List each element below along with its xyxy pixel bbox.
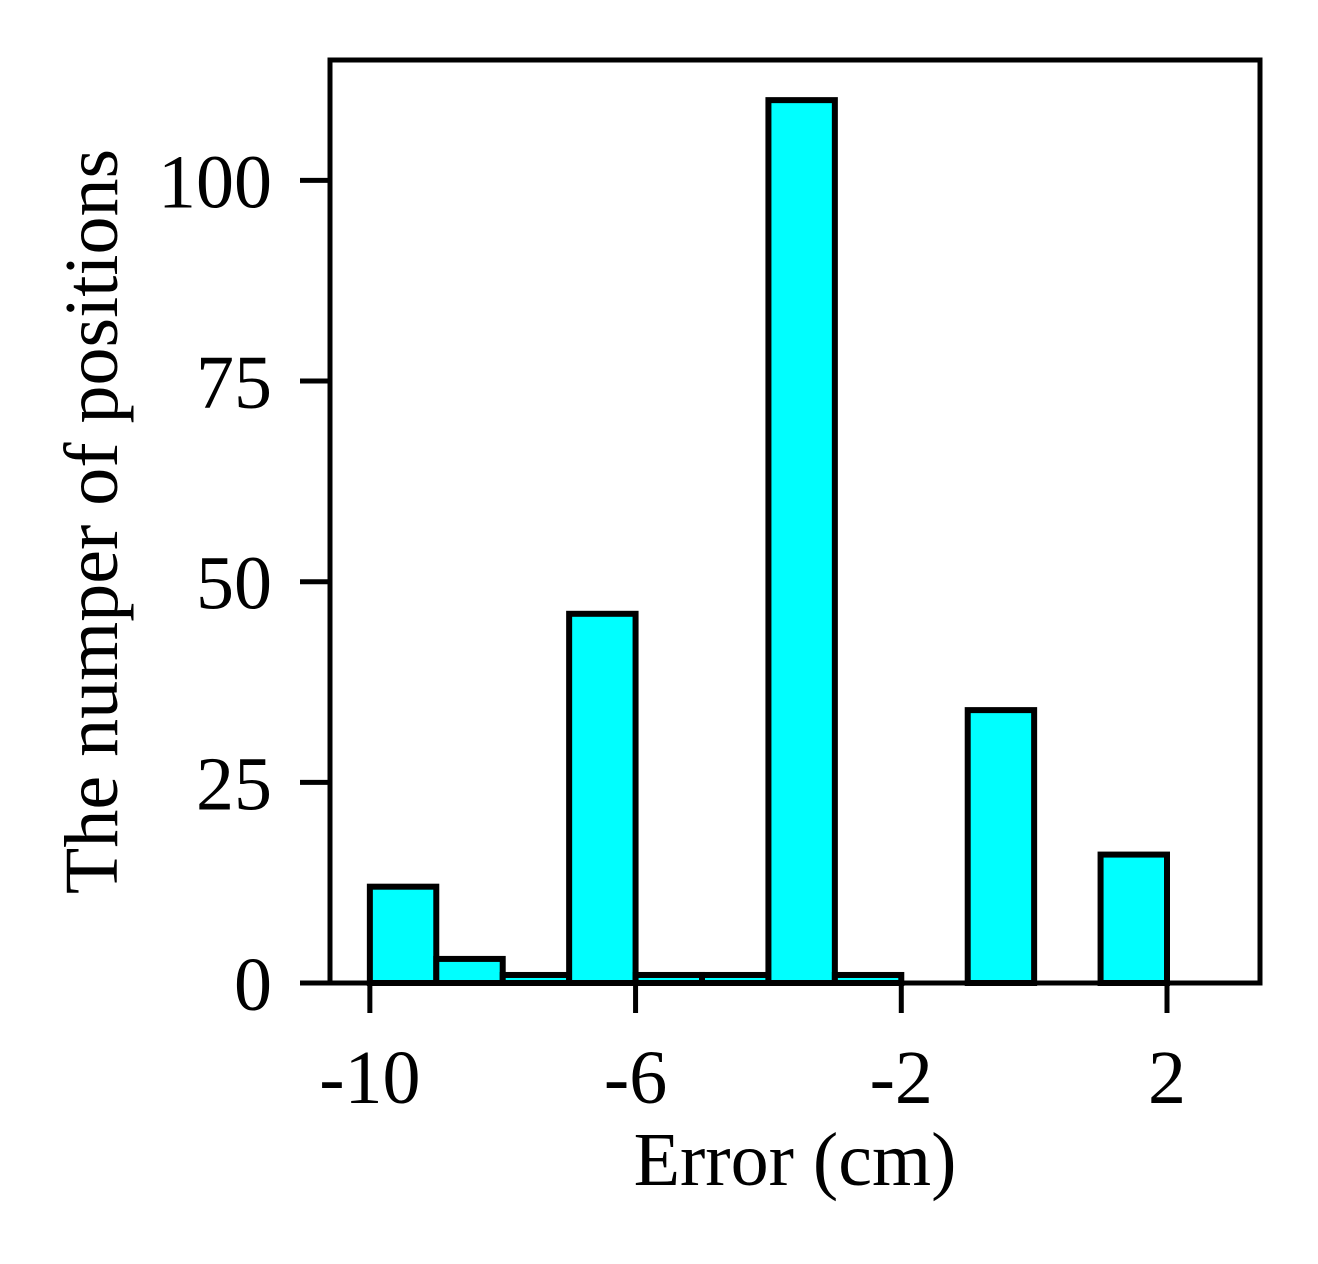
y-axis-ticks: 0 25 50 75 100 (158, 140, 330, 1027)
bars-group (366, 97, 1170, 987)
histogram-bar (1097, 851, 1170, 986)
x-tick-label: -6 (604, 1036, 667, 1120)
histogram-bar (765, 97, 838, 986)
y-tick-label: 50 (196, 542, 272, 626)
histogram-bar (366, 883, 440, 986)
x-tick-label: -2 (870, 1036, 933, 1120)
y-tick-label: 0 (234, 943, 272, 1027)
y-tick-label: 25 (196, 742, 272, 826)
y-tick-label: 100 (158, 140, 272, 224)
plot-frame (327, 57, 1263, 986)
x-tick-label: -10 (319, 1036, 420, 1120)
histogram-bar (566, 610, 639, 986)
x-axis-title: Error (cm) (634, 1118, 957, 1202)
y-tick-label: 75 (196, 341, 272, 425)
y-axis-title: The numper of positions (50, 149, 134, 894)
x-tick-label: 2 (1148, 1036, 1186, 1120)
histogram-bar (964, 707, 1038, 986)
histogram-bar (433, 955, 506, 987)
x-axis-ticks: -10 -6 -2 2 (319, 983, 1186, 1120)
